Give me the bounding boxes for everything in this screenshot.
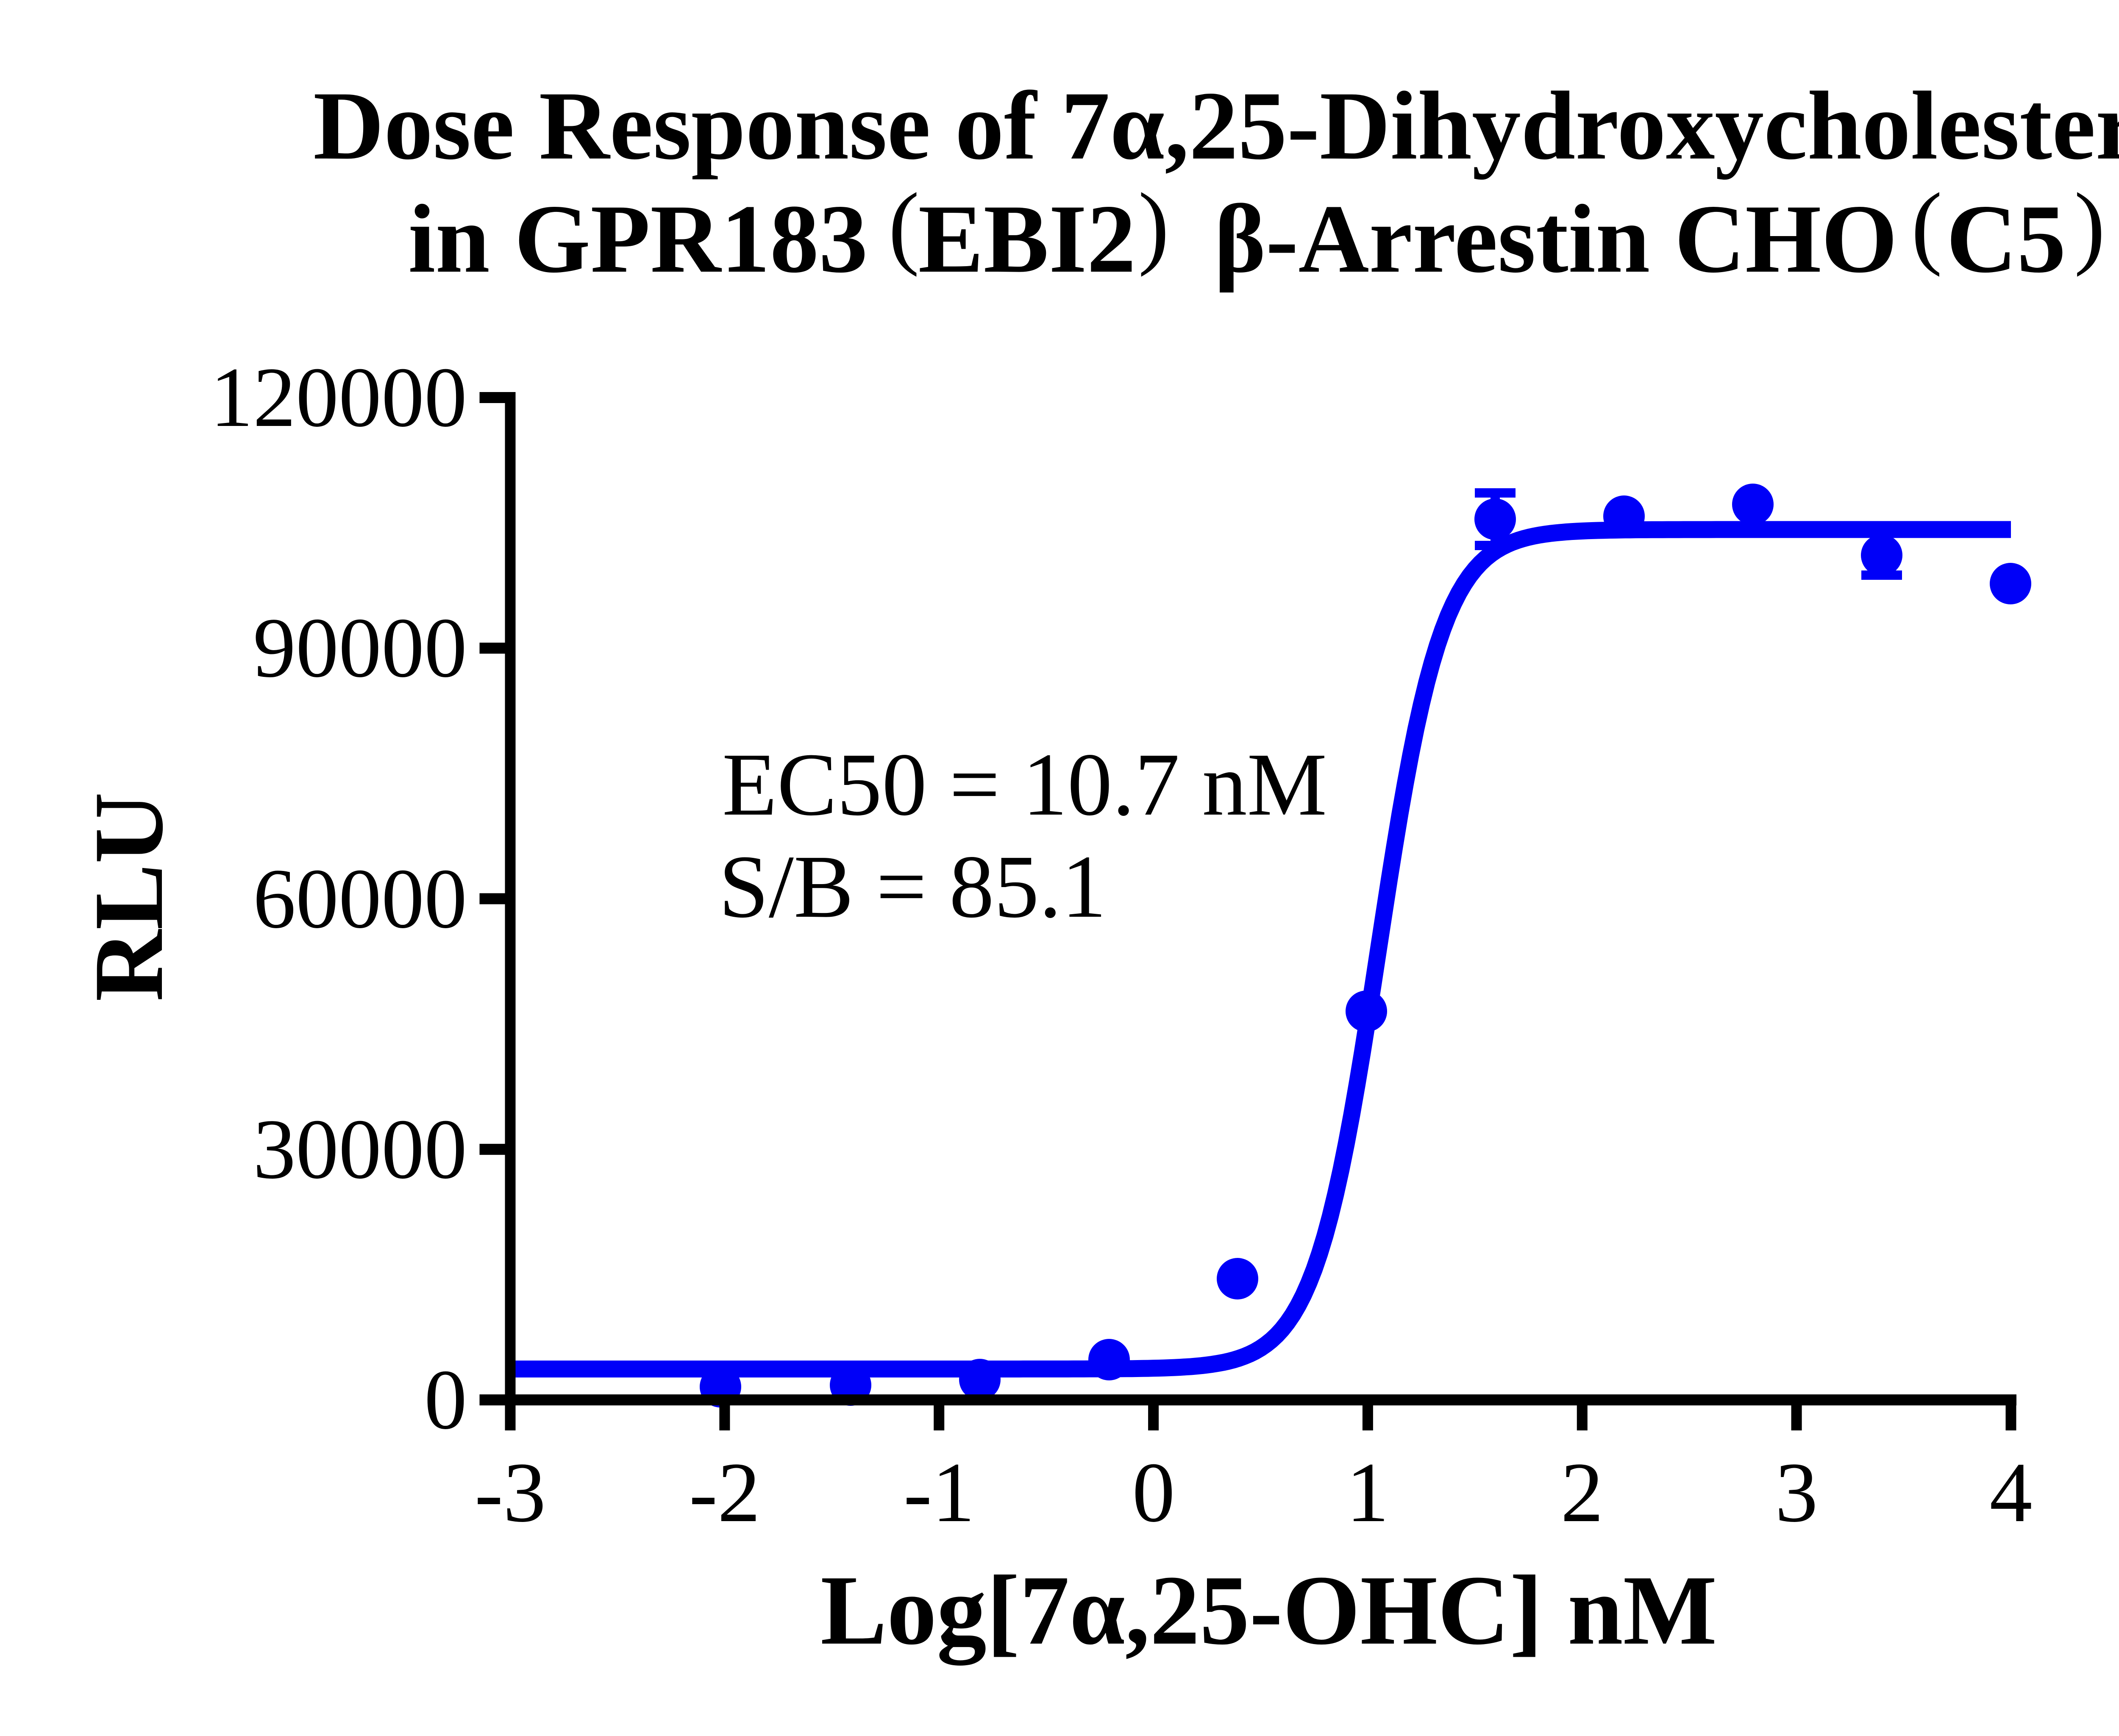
svg-text:-3: -3	[475, 1445, 546, 1540]
svg-text:30000: 30000	[253, 1102, 467, 1196]
svg-text:1: 1	[1346, 1445, 1389, 1540]
svg-text:-1: -1	[904, 1445, 975, 1540]
svg-text:Dose Response of 7α,25-Dihydro: Dose Response of 7α,25-Dihydroxycholeste…	[313, 71, 2119, 180]
svg-text:in GPR183(EBI2)β-Arrestin CHO(: in GPR183 (EBI2) β-Arrestin CHO (C5)	[408, 174, 2105, 293]
svg-text:0: 0	[424, 1352, 467, 1447]
svg-text:2: 2	[1561, 1445, 1604, 1540]
svg-text:120000: 120000	[210, 350, 467, 445]
svg-text:0: 0	[1132, 1445, 1175, 1540]
svg-text:EC50 = 10.7 nM: EC50 = 10.7 nM	[722, 734, 1327, 834]
svg-text:4: 4	[1990, 1445, 2033, 1540]
svg-text:RLU: RLU	[73, 792, 184, 1002]
svg-text:3: 3	[1775, 1445, 1818, 1540]
svg-text:60000: 60000	[253, 851, 467, 946]
svg-text:S/B = 85.1: S/B = 85.1	[719, 837, 1107, 936]
svg-text:Log[7α,25-OHC] nM: Log[7α,25-OHC] nM	[820, 1555, 1717, 1666]
svg-text:-2: -2	[689, 1445, 760, 1540]
svg-text:90000: 90000	[253, 600, 467, 695]
